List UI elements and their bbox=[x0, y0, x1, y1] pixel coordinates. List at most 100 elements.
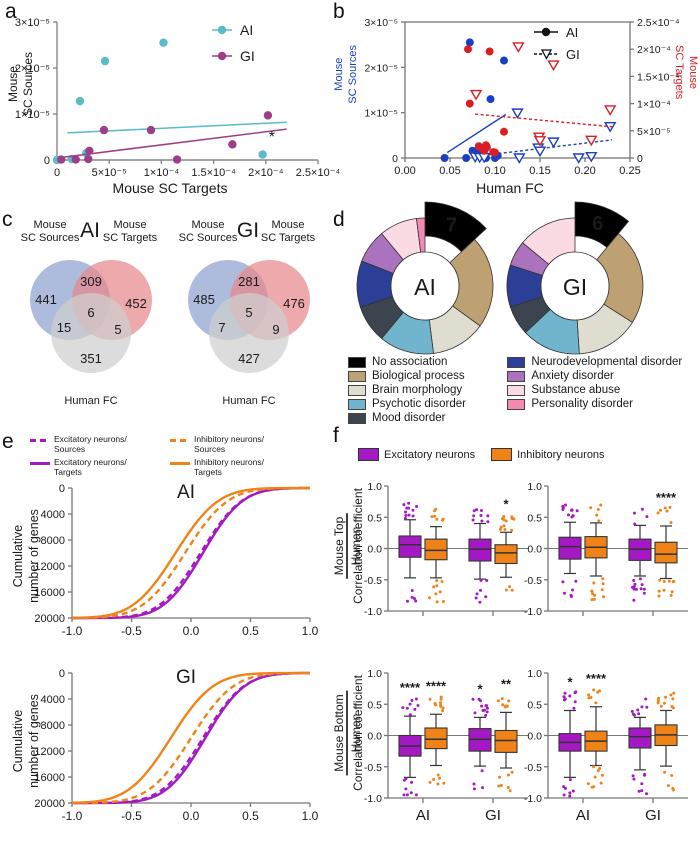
box-outlier bbox=[504, 588, 508, 592]
box-outlier bbox=[410, 698, 414, 702]
panel-c: c Mouse SC Sources AI Mouse SC Targets 441 452… bbox=[0, 208, 330, 413]
panel-f-ytick: -0.5 bbox=[524, 575, 542, 587]
box-outlier bbox=[598, 689, 602, 693]
venn-right-label: SC Targets bbox=[261, 232, 316, 244]
box-outlier bbox=[632, 598, 636, 602]
legend-label: Neurodevelopmental disorder bbox=[531, 356, 683, 368]
panel-e-xtick: 1.0 bbox=[302, 809, 319, 823]
venn-left-label: SC Sources bbox=[21, 232, 80, 244]
venn-count-targets-humanfc: 5 bbox=[114, 322, 121, 337]
panel-f-ylabel: Correlation coefficient bbox=[351, 487, 365, 604]
box-outlier bbox=[414, 599, 418, 603]
panel-b-point-GI-red-triangles bbox=[533, 136, 547, 147]
box-outlier bbox=[413, 707, 417, 711]
box-outlier bbox=[428, 596, 432, 600]
box-outlier bbox=[416, 704, 420, 708]
box-GI-excitatory-neurons bbox=[628, 507, 652, 602]
panel-a-xtick: 1.5×10⁻⁴ bbox=[191, 167, 236, 179]
panel-f-legend: Excitatory neurons Inhibitory neurons bbox=[358, 448, 605, 461]
box-outlier bbox=[563, 697, 567, 701]
box-outlier bbox=[645, 515, 649, 519]
panel-e-xtick: 0.5 bbox=[242, 624, 259, 638]
panel-b-ytick-right: 5×10⁻⁵ bbox=[637, 126, 671, 138]
box-outlier bbox=[407, 506, 411, 510]
legend-swatch bbox=[491, 448, 513, 461]
box-outlier bbox=[432, 778, 436, 782]
box-outlier bbox=[665, 509, 669, 513]
box-outlier bbox=[658, 578, 662, 582]
panel-d-legend-col2-item: Personality disorder bbox=[507, 398, 700, 410]
box-outlier bbox=[631, 712, 635, 716]
panel-f-ytick: -1.0 bbox=[364, 793, 382, 805]
box-outlier bbox=[586, 782, 590, 786]
box-outlier bbox=[564, 503, 568, 507]
box-AI-inhibitory-neurons bbox=[424, 507, 448, 604]
box-outlier bbox=[670, 704, 674, 708]
panel-a-point-GI bbox=[84, 154, 93, 164]
venn-count-sources-targets: 281 bbox=[238, 274, 260, 289]
box-outlier bbox=[662, 588, 666, 592]
box-outlier bbox=[434, 703, 438, 707]
venn-left-label: SC Sources bbox=[179, 232, 238, 244]
donut-callout-AI: 7 bbox=[446, 215, 457, 237]
box-outlier bbox=[562, 695, 566, 699]
panel-a-point-GI bbox=[228, 140, 237, 149]
box-outlier bbox=[435, 600, 439, 604]
box-AI-excitatory-neurons bbox=[398, 501, 422, 603]
panel-e-curve-Inhibitory-neurons-Targets bbox=[71, 671, 310, 804]
box-outlier bbox=[482, 708, 486, 712]
legend-label: Inhibitory neurons/Sources bbox=[194, 434, 264, 454]
panel-b-point-GI-blue-triangles bbox=[513, 153, 526, 164]
donut-callout-GI: 6 bbox=[592, 213, 603, 235]
box-outlier bbox=[599, 503, 603, 507]
box-outlier bbox=[471, 518, 475, 522]
panel-b-ylabel-left: Mouse SC Sources bbox=[332, 45, 364, 104]
panel-a-ylabel: Mouse SC Sources bbox=[6, 52, 40, 116]
box-outlier bbox=[485, 710, 489, 714]
panel-f-ytick: 0.0 bbox=[527, 731, 542, 743]
panel-f-significance-GI-inhibitory-neurons: * bbox=[503, 496, 509, 511]
box-outlier bbox=[403, 778, 407, 782]
box-outlier bbox=[504, 519, 508, 523]
box-outlier bbox=[500, 697, 504, 701]
panel-f-row-label-top: Mouse Bottom bbox=[332, 694, 346, 771]
box-outlier bbox=[408, 713, 412, 717]
panel-e-xtick: 0.0 bbox=[183, 624, 200, 638]
box-outlier bbox=[568, 791, 572, 795]
box-outlier bbox=[575, 509, 579, 513]
panel-a-legend-GI: GI bbox=[240, 48, 255, 64]
box-AI-excitatory-neurons bbox=[558, 690, 582, 798]
panel-e-chart-GI: 0 4000 8000 12000 16000 20000-1.0 -0.5 0.0 0.5 1.… bbox=[34, 667, 318, 823]
box-outlier bbox=[411, 514, 415, 518]
panel-e-ytick: 8000 bbox=[41, 720, 65, 732]
box-outlier bbox=[634, 587, 638, 591]
panel-b-point-AI-red-circles bbox=[464, 45, 472, 54]
panel-b-point-GI-red-triangles bbox=[547, 60, 560, 71]
box-outlier bbox=[479, 514, 483, 518]
box-outlier bbox=[593, 593, 597, 597]
panel-e-curve-Inhibitory-neurons-Sources bbox=[71, 486, 310, 620]
panel-b-letter: b bbox=[333, 0, 345, 23]
panel-f-legend-item: Excitatory neurons bbox=[358, 448, 475, 461]
legend-label-line1: Excitatory neurons/ bbox=[54, 457, 127, 467]
panel-d-donuts: 7 AI 6 GI bbox=[356, 201, 644, 355]
box-outlier bbox=[508, 789, 512, 793]
panel-f-significance-GI-inhibitory-neurons: ** bbox=[501, 676, 512, 691]
panel-f-ytick: -1.0 bbox=[524, 606, 542, 618]
venn-count-humanfc-only: 351 bbox=[80, 351, 102, 366]
box-outlier bbox=[664, 695, 668, 699]
box-outlier bbox=[441, 599, 445, 603]
box-outlier bbox=[440, 579, 444, 583]
panel-f-significance-AI-excitatory-neurons: **** bbox=[400, 680, 421, 695]
box-outlier bbox=[501, 703, 505, 707]
panel-e-xtick: -1.0 bbox=[62, 624, 83, 638]
donut-slice-no-association bbox=[424, 201, 487, 253]
box-outlier bbox=[474, 596, 478, 600]
panel-b-point-GI-blue-triangles bbox=[585, 151, 598, 163]
box-outlier bbox=[662, 579, 666, 583]
box-outlier bbox=[472, 514, 476, 518]
box-outlier bbox=[403, 516, 407, 520]
panel-f: f Excitatory neurons Inhibitory neurons 1… bbox=[330, 420, 700, 839]
box-outlier bbox=[435, 579, 439, 583]
panel-e-ytick: 4000 bbox=[41, 694, 65, 706]
